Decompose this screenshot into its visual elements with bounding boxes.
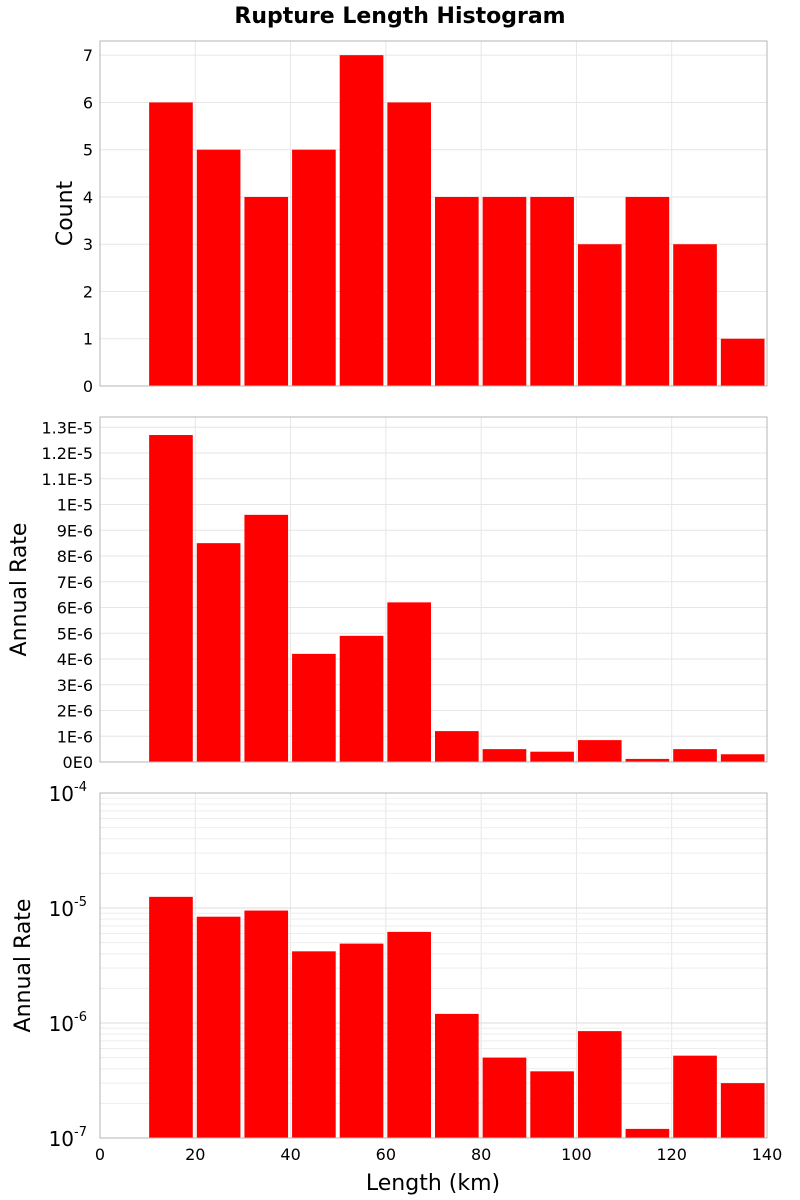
bar-annual-rate-log-120-130 xyxy=(673,1055,717,1138)
bar-count-80-90 xyxy=(482,196,527,386)
bar-annual-rate-log-50-60 xyxy=(339,943,384,1138)
y-tick-label: 4E-6 xyxy=(57,650,93,669)
x-tick-label: 20 xyxy=(185,1145,205,1164)
x-tick-label: 120 xyxy=(656,1145,687,1164)
chart-title: Rupture Length Histogram xyxy=(234,4,565,29)
x-tick-label: 100 xyxy=(561,1145,592,1164)
x-tick-label: 0 xyxy=(95,1145,105,1164)
y-tick-label: 1E-6 xyxy=(57,727,93,746)
y-tick-label: 1.3E-5 xyxy=(41,418,93,437)
bar-annual-rate-log-100-110 xyxy=(577,1031,622,1138)
y-tick-label: 3E-6 xyxy=(57,676,93,695)
y-tick-label: 10-7 xyxy=(49,1125,87,1151)
bar-annual-rate-log-30-40 xyxy=(244,910,289,1138)
panel-annual-rate-linear: 0E0 1E-6 2E-6 3E-6 4E-6 5E-6 6E-6 7E-6 8E-6 9E-6 1… xyxy=(7,416,768,772)
plot-frame xyxy=(99,40,768,387)
bar-annual-rate-linear-70-80 xyxy=(435,731,479,762)
bar-annual-rate-linear-80-90 xyxy=(482,749,527,762)
plot-frame xyxy=(99,416,768,763)
y-tick-label: 1 xyxy=(83,330,93,349)
x-axis-label: Length (km) xyxy=(366,1171,500,1196)
bar-count-120-130 xyxy=(673,244,717,386)
y-tick-label: 1E-5 xyxy=(57,496,93,515)
bar-count-10-20 xyxy=(149,102,193,386)
y-tick-label: 10-5 xyxy=(49,895,87,921)
y-tick-label: 8E-6 xyxy=(57,547,93,566)
bar-annual-rate-linear-30-40 xyxy=(244,514,289,762)
y-tick-label: 4 xyxy=(83,188,93,207)
bar-count-20-30 xyxy=(196,149,241,386)
y-tick-label: 5 xyxy=(83,141,93,160)
y-tick-label: 7E-6 xyxy=(57,573,93,592)
y-tick-label: 10-6 xyxy=(49,1010,87,1036)
y-tick-label: 6 xyxy=(83,93,93,112)
y-tick-label: 2 xyxy=(83,282,93,301)
bar-count-130-140 xyxy=(720,338,765,386)
bar-annual-rate-linear-130-140 xyxy=(720,754,765,762)
x-tick-label: 60 xyxy=(376,1145,396,1164)
y-tick-label: 5E-6 xyxy=(57,624,93,643)
x-tick-label: 40 xyxy=(280,1145,300,1164)
x-tick-label: 80 xyxy=(471,1145,491,1164)
y-tick-label: 0E0 xyxy=(63,753,93,772)
bar-annual-rate-linear-40-50 xyxy=(292,653,336,762)
y-tick-label: 3 xyxy=(83,235,93,254)
bar-annual-rate-linear-120-130 xyxy=(673,749,717,762)
bar-count-30-40 xyxy=(244,196,289,386)
bar-annual-rate-log-70-80 xyxy=(435,1013,479,1138)
bar-annual-rate-log-90-100 xyxy=(530,1071,574,1138)
bar-count-60-70 xyxy=(387,102,431,386)
bar-annual-rate-log-110-120 xyxy=(625,1128,670,1138)
y-tick-label: 2E-6 xyxy=(57,702,93,721)
y-tick-label: 10-4 xyxy=(49,780,87,806)
bar-count-70-80 xyxy=(435,196,479,386)
y-tick-label: 0 xyxy=(83,377,93,396)
bar-annual-rate-log-80-90 xyxy=(482,1057,527,1138)
bar-count-100-110 xyxy=(577,244,622,386)
bar-annual-rate-linear-20-30 xyxy=(196,543,241,762)
bar-annual-rate-linear-10-20 xyxy=(149,435,193,762)
bar-annual-rate-linear-100-110 xyxy=(577,740,622,762)
bar-annual-rate-linear-90-100 xyxy=(530,751,574,762)
y-axis-label-annual-rate-linear: Annual Rate xyxy=(7,523,32,657)
bar-annual-rate-log-40-50 xyxy=(292,951,336,1138)
y-tick-label: 1.1E-5 xyxy=(41,470,93,489)
bar-count-110-120 xyxy=(625,196,670,386)
panel-annual-rate-log: 10-7 10-6 10-5 10-4 Annual Rate 0 20 40 60 80 100 1… xyxy=(11,780,782,1164)
bar-annual-rate-log-20-30 xyxy=(196,916,241,1138)
y-tick-label: 9E-6 xyxy=(57,521,93,540)
bar-annual-rate-linear-110-120 xyxy=(625,758,670,762)
plot-frame xyxy=(99,792,768,1139)
bar-annual-rate-linear-60-70 xyxy=(387,602,431,762)
y-tick-label: 6E-6 xyxy=(57,599,93,618)
y-tick-label: 1.2E-5 xyxy=(41,444,93,463)
bar-count-90-100 xyxy=(530,196,574,386)
bar-annual-rate-linear-50-60 xyxy=(339,635,384,762)
x-tick-label: 140 xyxy=(752,1145,783,1164)
bar-count-50-60 xyxy=(339,55,384,387)
bar-annual-rate-log-130-140 xyxy=(720,1083,765,1138)
bar-count-40-50 xyxy=(292,149,336,386)
y-axis-label-count: Count xyxy=(53,180,78,246)
y-tick-label: 7 xyxy=(83,46,93,65)
panel-count: 0 1 2 3 4 5 6 7 Count xyxy=(53,40,768,396)
y-axis-label-annual-rate-log: Annual Rate xyxy=(11,899,36,1033)
bar-annual-rate-log-60-70 xyxy=(387,931,431,1138)
bar-annual-rate-log-10-20 xyxy=(149,896,193,1138)
